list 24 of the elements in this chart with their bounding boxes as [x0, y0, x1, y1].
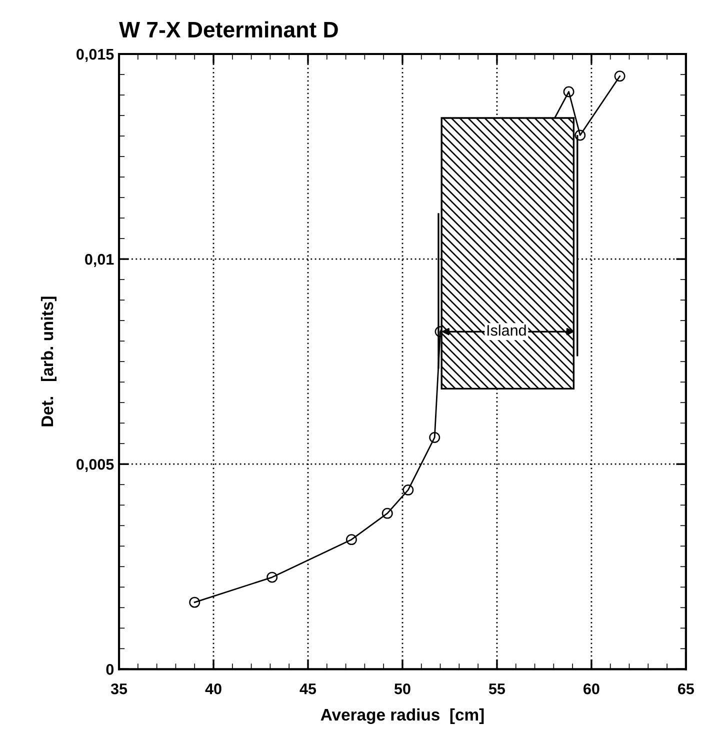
x-tick-label: 65 [678, 683, 694, 694]
point [189, 596, 200, 608]
x-tick-label: 50 [394, 683, 410, 694]
y-tick-label: 0,01 [85, 254, 114, 267]
x-axis-title: Average radius [cm] [320, 708, 484, 724]
point [563, 86, 574, 98]
chart-title: W 7-X Determinant D [119, 21, 338, 38]
x-tick-label: 45 [300, 684, 316, 694]
point [574, 130, 586, 141]
point [266, 572, 278, 583]
y-axis-title: Det. [arb. units] [40, 296, 56, 426]
annotation: Island [487, 324, 526, 336]
x-tick-label: 60 [584, 683, 600, 694]
point [402, 484, 414, 496]
x-tick-label: 55 [488, 684, 506, 694]
point [346, 534, 357, 546]
x-tick-label: 40 [205, 683, 222, 694]
y-tick-label: 0,005 [76, 458, 114, 472]
point [614, 70, 626, 82]
y-tick-label: 0,015 [76, 48, 114, 62]
point [382, 508, 393, 519]
y-tick-label: 0 [106, 664, 114, 675]
point [429, 432, 440, 443]
x-tick-label: 35 [110, 683, 128, 694]
